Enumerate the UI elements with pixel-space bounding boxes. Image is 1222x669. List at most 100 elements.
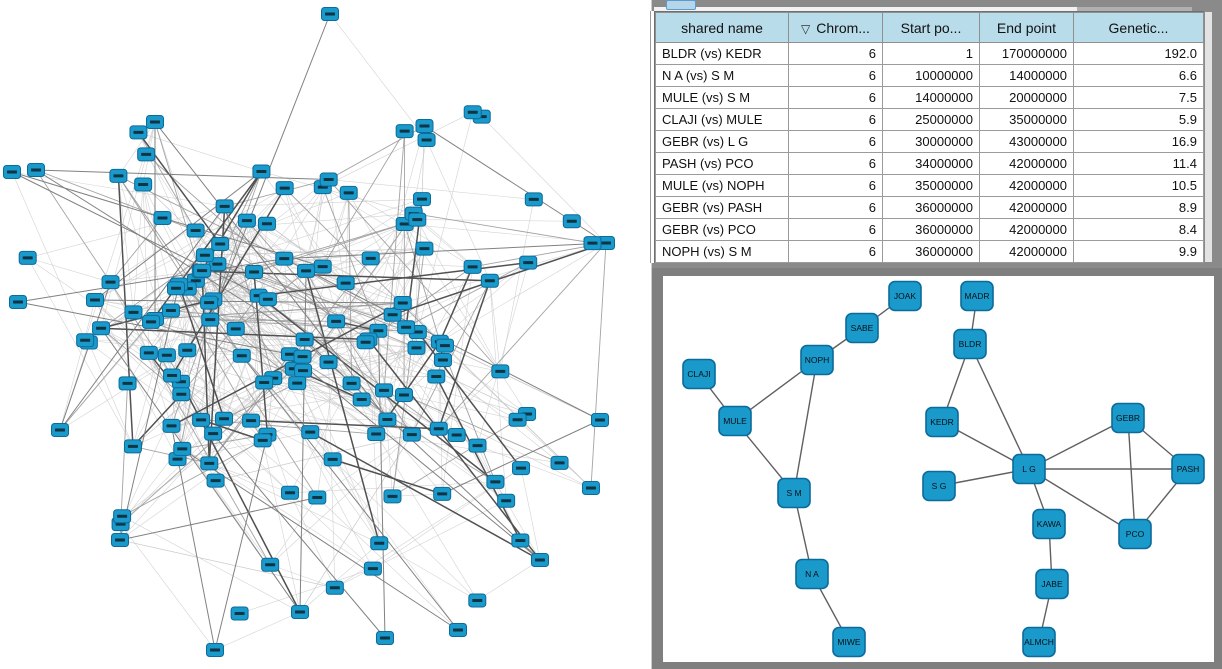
network-edge[interactable]	[299, 434, 413, 613]
node-shape[interactable]	[1111, 402, 1145, 434]
network-edge[interactable]	[328, 179, 501, 372]
table-row[interactable]: GEBR (vs) PASH 6 36000000 42000000 8.9	[655, 196, 1204, 219]
network-edge[interactable]	[332, 458, 443, 495]
network-edge[interactable]	[120, 419, 202, 525]
node-shape[interactable]	[888, 280, 922, 312]
network-edge[interactable]	[442, 359, 501, 372]
network-edge[interactable]	[94, 299, 403, 304]
network-edge[interactable]	[317, 434, 413, 498]
network-edge[interactable]	[284, 187, 323, 267]
network-edge[interactable]	[489, 280, 507, 501]
network-edge[interactable]	[121, 516, 301, 613]
overview-network-canvas[interactable]	[0, 0, 652, 669]
network-edge[interactable]	[417, 219, 572, 222]
network-edge[interactable]	[441, 266, 473, 494]
network-edge[interactable]	[328, 361, 528, 415]
table-cell-start-position[interactable]: 36000000	[882, 196, 980, 219]
network-edge[interactable]	[35, 169, 305, 340]
network-edge[interactable]	[375, 433, 478, 601]
network-edge[interactable]	[441, 419, 601, 495]
table-cell-shared-name[interactable]: N A (vs) S M	[655, 64, 789, 87]
network-edge[interactable]	[305, 270, 388, 420]
network-edge[interactable]	[210, 179, 329, 320]
network-edge[interactable]	[368, 339, 380, 544]
horizontal-scrollbar-thumb[interactable]	[666, 0, 696, 10]
network-node-SM[interactable]: S M	[777, 477, 811, 509]
table-cell-chromosome[interactable]: 6	[788, 152, 883, 175]
table-cell-chromosome[interactable]: 6	[788, 86, 883, 109]
network-node-SG[interactable]: S G	[922, 470, 956, 502]
network-edge[interactable]	[17, 301, 303, 358]
network-edge[interactable]	[334, 500, 507, 589]
network-edge[interactable]	[181, 448, 459, 631]
table-row[interactable]: CLAJI (vs) MULE 6 25000000 35000000 5.9	[655, 108, 1204, 131]
table-cell-end-point[interactable]: 35000000	[979, 108, 1074, 131]
table-cell-chromosome[interactable]: 6	[788, 64, 883, 87]
network-edge[interactable]	[187, 219, 418, 290]
vertical-scrollbar[interactable]	[1204, 11, 1213, 263]
network-edge[interactable]	[201, 270, 298, 384]
network-edge[interactable]	[200, 419, 386, 639]
network-edge[interactable]	[214, 434, 268, 651]
network-edge[interactable]	[94, 299, 182, 382]
network-edge[interactable]	[148, 352, 311, 433]
network-edge[interactable]	[477, 262, 529, 446]
table-row[interactable]: MULE (vs) NOPH 6 35000000 42000000 10.5	[655, 174, 1204, 197]
network-edge[interactable]	[119, 497, 318, 541]
network-edge[interactable]	[332, 459, 478, 601]
table-cell-start-position[interactable]: 10000000	[882, 64, 980, 87]
node-shape[interactable]	[1012, 453, 1046, 485]
network-edge[interactable]	[439, 266, 474, 343]
node-shape[interactable]	[682, 358, 716, 390]
network-node-JABE[interactable]: JABE	[1035, 568, 1069, 600]
node-shape[interactable]	[1032, 508, 1066, 540]
network-node-PCO[interactable]: PCO	[1118, 518, 1152, 550]
network-edge[interactable]	[209, 463, 380, 544]
table-cell-genetic-distance[interactable]: 6.6	[1073, 64, 1204, 87]
network-node-CLAJI[interactable]: CLAJI	[682, 358, 716, 390]
node-shape[interactable]	[953, 328, 987, 360]
network-edge[interactable]	[133, 312, 172, 426]
network-edge[interactable]	[88, 342, 134, 447]
network-node-NOPH[interactable]: NOPH	[800, 344, 834, 376]
table-cell-start-position[interactable]: 30000000	[882, 130, 980, 153]
network-edge-BLDR-LG[interactable]	[969, 343, 1030, 470]
network-edge[interactable]	[379, 543, 478, 601]
network-edge[interactable]	[403, 131, 406, 395]
network-edge[interactable]	[110, 217, 163, 283]
network-edge[interactable]	[94, 171, 262, 301]
table-cell-genetic-distance[interactable]: 5.9	[1073, 108, 1204, 131]
network-edge[interactable]	[402, 242, 607, 304]
network-edge[interactable]	[120, 382, 265, 525]
network-edge-LG-PCO[interactable]	[1028, 468, 1136, 535]
network-edge[interactable]	[162, 217, 214, 300]
filter-icon[interactable]: ▽	[801, 21, 811, 36]
network-edge[interactable]	[94, 220, 248, 301]
network-edge[interactable]	[477, 559, 541, 601]
table-cell-shared-name[interactable]: BLDR (vs) KEDR	[655, 42, 789, 65]
network-edge[interactable]	[351, 219, 418, 384]
network-edge[interactable]	[251, 419, 388, 421]
table-cell-end-point[interactable]: 14000000	[979, 64, 1074, 87]
network-edge[interactable]	[435, 376, 522, 541]
network-edge[interactable]	[94, 187, 285, 301]
network-edge[interactable]	[590, 242, 607, 489]
network-edge[interactable]	[118, 121, 156, 177]
network-node-KAWA[interactable]: KAWA	[1032, 508, 1066, 540]
network-edge[interactable]	[392, 248, 425, 497]
network-edge[interactable]	[239, 568, 373, 614]
network-edge[interactable]	[299, 270, 307, 613]
network-edge[interactable]	[145, 154, 196, 231]
column-header-end-point[interactable]: End point	[979, 12, 1074, 43]
node-shape[interactable]	[845, 312, 879, 344]
detail-network-canvas[interactable]: JOAK SABE NOPH CLAJI MULE KEDR S M S G N A MIWE MA…	[663, 276, 1214, 662]
overview-network-panel[interactable]	[0, 0, 652, 669]
network-edge[interactable]	[335, 258, 371, 322]
network-edge[interactable]	[217, 263, 298, 384]
table-cell-chromosome[interactable]: 6	[788, 174, 883, 197]
network-edge[interactable]	[304, 339, 541, 561]
table-cell-end-point[interactable]: 170000000	[979, 42, 1074, 65]
network-edge[interactable]	[215, 434, 412, 481]
node-shape[interactable]	[777, 477, 811, 509]
detail-network-viewport[interactable]: JOAK SABE NOPH CLAJI MULE KEDR S M S G N A MIWE MA…	[663, 276, 1214, 662]
